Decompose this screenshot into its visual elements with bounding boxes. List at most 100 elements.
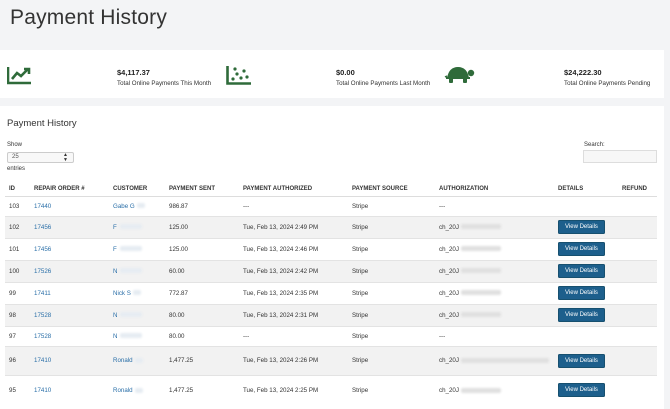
column-header-customer[interactable]: CUSTOMER xyxy=(109,182,165,197)
cell-authorization: ch_20J xyxy=(435,281,554,304)
table-body: 103 17440 Gabe G 986.87 --- Stripe --- 102 17456… xyxy=(5,195,657,405)
cell-authorization-text: ch_20J xyxy=(439,245,459,253)
view-details-button[interactable]: View Details xyxy=(558,242,605,256)
cell-id: 97 xyxy=(5,325,30,346)
cell-id-text: 102 xyxy=(9,223,20,231)
view-details-button[interactable]: View Details xyxy=(558,220,605,234)
cell-repair-order[interactable]: 17526 xyxy=(30,259,109,282)
cell-id: 100 xyxy=(5,259,30,282)
cell-payment-source-text: Stripe xyxy=(352,357,369,364)
view-details-button[interactable]: View Details xyxy=(558,308,605,322)
view-details-button[interactable]: View Details xyxy=(558,353,605,368)
cell-details: View Details xyxy=(554,374,618,405)
cell-customer-text: N xyxy=(113,267,118,275)
cell-refund xyxy=(618,259,657,282)
cell-id-text: 97 xyxy=(9,332,16,340)
cell-authorization: ch_20J xyxy=(435,303,554,326)
column-header-id[interactable]: ID xyxy=(5,182,30,197)
column-header-details[interactable]: DETAILS xyxy=(554,182,618,197)
cell-payment-authorized-text: --- xyxy=(243,202,250,210)
cell-id: 96 xyxy=(5,345,30,375)
cell-authorization: --- xyxy=(435,195,554,216)
trending-up-chart-icon xyxy=(7,67,31,85)
cell-details xyxy=(554,325,618,346)
cell-payment-source: Stripe xyxy=(348,195,435,216)
cell-authorization-text: ch_20J xyxy=(439,311,459,319)
payment-history-panel: Payment History Show 25 ▲ ▼ entries Searc… xyxy=(0,106,664,409)
column-header-refund[interactable]: REFUND xyxy=(618,182,657,197)
cell-repair-order-text: 17528 xyxy=(34,332,52,340)
cell-payment-source-text: Stripe xyxy=(352,223,369,231)
column-header-payment-sent[interactable]: PAYMENT SENT xyxy=(165,182,239,197)
cell-customer: Ronald xyxy=(109,345,165,375)
cell-payment-authorized-text: --- xyxy=(243,332,250,340)
cell-id-text: 99 xyxy=(9,289,16,297)
cell-refund xyxy=(618,195,657,216)
cell-details: View Details xyxy=(554,259,618,282)
view-details-button[interactable]: View Details xyxy=(558,264,605,278)
cell-repair-order[interactable]: 17410 xyxy=(30,374,109,405)
redacted-customer-name xyxy=(120,312,143,318)
table-header-row: ID REPAIR ORDER # CUSTOMER PAYMENT SENT … xyxy=(5,182,657,197)
column-header-authorization[interactable]: AUTHORIZATION xyxy=(435,182,554,197)
cell-authorization-text: ch_20J xyxy=(439,267,459,275)
search-input[interactable] xyxy=(583,150,657,163)
stats-bar: $4,117.37 Total Online Payments This Mon… xyxy=(0,50,664,98)
redacted-customer-name xyxy=(120,268,143,274)
cell-payment-source-text: Stripe xyxy=(352,386,369,394)
column-header-repair-order[interactable]: REPAIR ORDER # xyxy=(30,182,109,197)
table-row: 103 17440 Gabe G 986.87 --- Stripe --- xyxy=(5,195,657,216)
view-details-button[interactable]: View Details xyxy=(558,383,605,398)
cell-payment-source: Stripe xyxy=(348,303,435,326)
entries-label: entries xyxy=(7,166,26,172)
cell-payment-sent: 986.87 xyxy=(165,195,239,216)
cell-payment-sent-text: 125.00 xyxy=(169,223,188,231)
cell-authorization-text: ch_20J xyxy=(439,289,459,297)
column-header-payment-authorized[interactable]: PAYMENT AUTHORIZED xyxy=(239,182,348,197)
cell-id-text: 98 xyxy=(9,311,16,319)
cell-repair-order[interactable]: 17440 xyxy=(30,195,109,216)
cell-authorization: ch_20J xyxy=(435,215,554,238)
cell-customer: Nick S xyxy=(109,281,165,304)
cell-payment-sent: 80.00 xyxy=(165,303,239,326)
entries-select-value: 25 xyxy=(12,154,19,160)
column-header-payment-source[interactable]: PAYMENT SOURCE xyxy=(348,182,435,197)
cell-payment-source-text: Stripe xyxy=(352,289,369,297)
cell-customer-text: Ronald xyxy=(113,357,133,364)
cell-refund xyxy=(618,345,657,375)
cell-customer-text: N xyxy=(113,332,118,340)
cell-refund xyxy=(618,303,657,326)
cell-payment-source: Stripe xyxy=(348,259,435,282)
cell-payment-sent: 772.87 xyxy=(165,281,239,304)
show-label: Show xyxy=(7,142,23,148)
cell-id: 102 xyxy=(5,215,30,238)
cell-payment-sent-text: 986.87 xyxy=(169,202,188,210)
view-details-button[interactable]: View Details xyxy=(558,286,605,300)
cell-repair-order[interactable]: 17528 xyxy=(30,325,109,346)
cell-repair-order[interactable]: 17456 xyxy=(30,215,109,238)
cell-payment-sent-text: 772.87 xyxy=(169,289,188,297)
cell-payment-authorized-text: Tue, Feb 13, 2024 2:25 PM xyxy=(243,386,319,394)
cell-payment-authorized-text: Tue, Feb 13, 2024 2:49 PM xyxy=(243,223,319,231)
cell-customer-text: N xyxy=(113,311,118,319)
redacted-authorization-id xyxy=(460,224,501,230)
cell-repair-order-text: 17440 xyxy=(34,202,52,210)
cell-payment-source-text: Stripe xyxy=(352,202,369,210)
cell-repair-order[interactable]: 17411 xyxy=(30,281,109,304)
cell-refund xyxy=(618,374,657,405)
cell-payment-authorized: Tue, Feb 13, 2024 2:31 PM xyxy=(239,303,348,326)
cell-repair-order[interactable]: 17528 xyxy=(30,303,109,326)
cell-repair-order[interactable]: 17456 xyxy=(30,237,109,260)
cell-payment-sent-text: 125.00 xyxy=(169,245,188,253)
cell-refund xyxy=(618,281,657,304)
cell-payment-authorized-text: Tue, Feb 13, 2024 2:26 PM xyxy=(243,357,319,364)
payments-table: ID REPAIR ORDER # CUSTOMER PAYMENT SENT … xyxy=(5,182,657,405)
cell-id-text: 96 xyxy=(9,357,16,364)
cell-payment-authorized: Tue, Feb 13, 2024 2:25 PM xyxy=(239,374,348,405)
cell-repair-order[interactable]: 17410 xyxy=(30,345,109,375)
redacted-customer-name xyxy=(134,387,143,393)
redacted-customer-name xyxy=(119,246,142,252)
cell-payment-source-text: Stripe xyxy=(352,245,369,253)
entries-select[interactable]: 25 ▲ ▼ xyxy=(7,152,74,163)
redacted-authorization-id xyxy=(460,290,501,296)
